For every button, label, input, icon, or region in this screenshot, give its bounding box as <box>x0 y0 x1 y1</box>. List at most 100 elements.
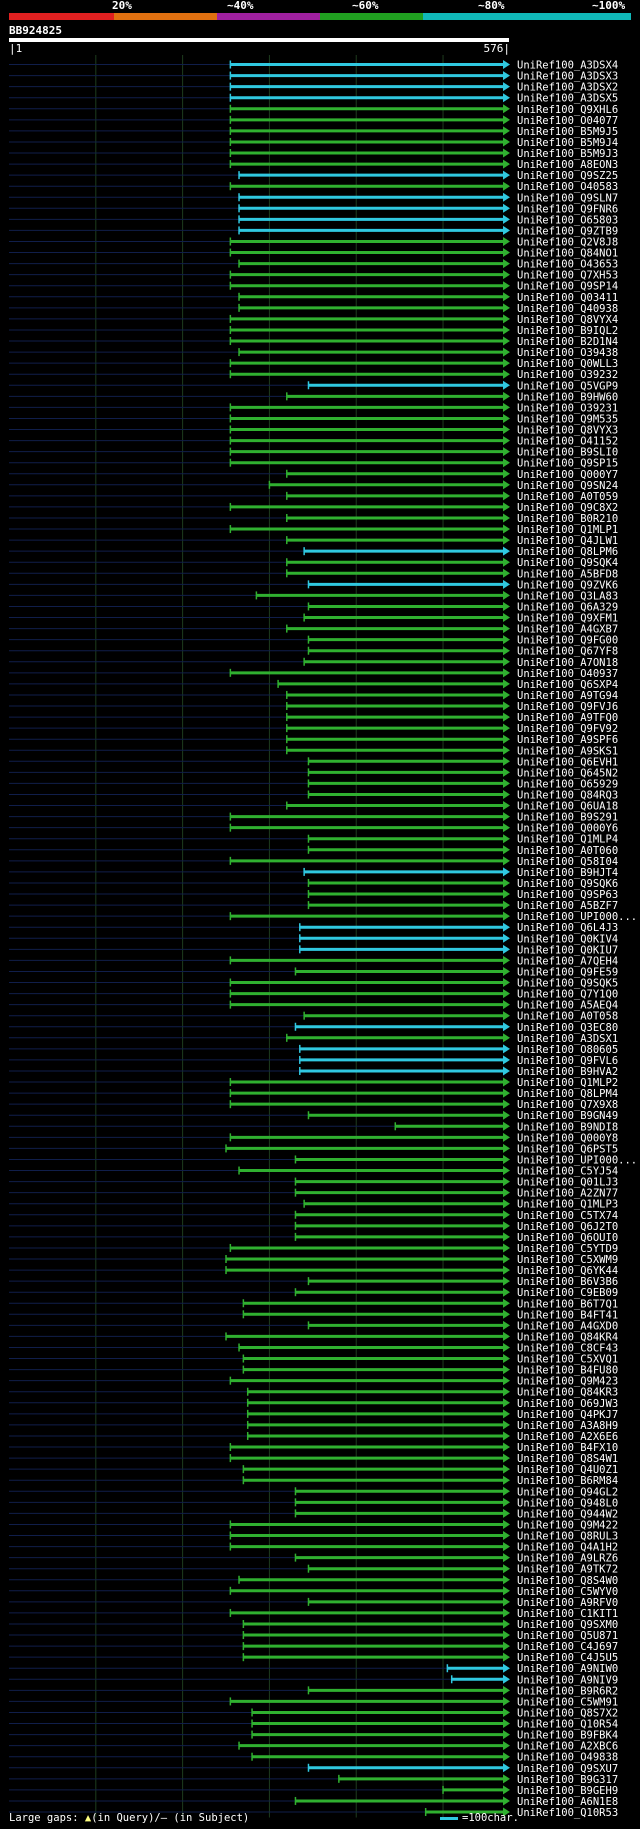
hit-label[interactable]: UniRef100_Q8VYX4 <box>517 314 618 326</box>
hit-label[interactable]: UniRef100_Q948L0 <box>517 1497 618 1509</box>
hit-label[interactable]: UniRef100_A3DSX4 <box>517 60 618 72</box>
hit-label[interactable]: UniRef100_B2D1N4 <box>517 336 618 348</box>
hit-label[interactable]: UniRef100_Q4A1H2 <box>517 1542 618 1554</box>
hit-label[interactable]: UniRef100_A5BZF7 <box>517 900 618 912</box>
hit-label[interactable]: UniRef100_Q6L4J3 <box>517 922 618 934</box>
hit-label[interactable]: UniRef100_A2X6E6 <box>517 1431 618 1443</box>
hit-label[interactable]: UniRef100_Q40938 <box>517 303 618 315</box>
hit-label[interactable]: UniRef100_Q6YK44 <box>517 1265 618 1277</box>
hit-label[interactable]: UniRef100_Q9XHL6 <box>517 104 618 116</box>
hit-label[interactable]: UniRef100_A3DSX3 <box>517 71 618 83</box>
hit-label[interactable]: UniRef100_O40937 <box>517 668 618 680</box>
hit-label[interactable]: UniRef100_C5YTD9 <box>517 1243 618 1255</box>
hit-label[interactable]: UniRef100_A6N1E8 <box>517 1796 618 1808</box>
hit-label[interactable]: UniRef100_Q9SQK6 <box>517 878 618 890</box>
hit-label[interactable]: UniRef100_Q9M423 <box>517 1376 618 1388</box>
hit-label[interactable]: UniRef100_Q000Y7 <box>517 469 618 481</box>
hit-label[interactable]: UniRef100_B9HJT4 <box>517 867 618 879</box>
hit-label[interactable]: UniRef100_Q7XH53 <box>517 270 618 282</box>
hit-label[interactable]: UniRef100_B0R210 <box>517 513 618 525</box>
hit-label[interactable]: UniRef100_Q9SXM0 <box>517 1619 618 1631</box>
hit-label[interactable]: UniRef100_Q4PKJ7 <box>517 1409 618 1421</box>
hit-label[interactable]: UniRef100_Q9FVJ6 <box>517 701 618 713</box>
hit-label[interactable]: UniRef100_Q9C8X2 <box>517 502 618 514</box>
hit-label[interactable]: UniRef100_Q6SXP4 <box>517 679 618 691</box>
hit-label[interactable]: UniRef100_Q10R54 <box>517 1719 618 1731</box>
hit-label[interactable]: UniRef100_Q9ZTB9 <box>517 225 618 237</box>
hit-label[interactable]: UniRef100_B9NDI8 <box>517 1121 618 1133</box>
hit-label[interactable]: UniRef100_B9FBK4 <box>517 1730 618 1742</box>
hit-label[interactable]: UniRef100_Q0KIU7 <box>517 944 618 956</box>
hit-label[interactable]: UniRef100_Q9SP14 <box>517 281 618 293</box>
hit-label[interactable]: UniRef100_C4J697 <box>517 1641 618 1653</box>
hit-label[interactable]: UniRef100_A0T060 <box>517 845 618 857</box>
hit-label[interactable]: UniRef100_Q000Y6 <box>517 823 618 835</box>
hit-label[interactable]: UniRef100_A7ON18 <box>517 657 618 669</box>
hit-label[interactable]: UniRef100_O49838 <box>517 1752 618 1764</box>
hit-label[interactable]: UniRef100_A9SPF6 <box>517 734 618 746</box>
hit-label[interactable]: UniRef100_B9G317 <box>517 1774 618 1786</box>
hit-label[interactable]: UniRef100_A9NIW0 <box>517 1663 618 1675</box>
hit-label[interactable]: UniRef100_Q58I04 <box>517 856 618 868</box>
hit-label[interactable]: UniRef100_Q84NO1 <box>517 248 618 260</box>
hit-label[interactable]: UniRef100_C8CF43 <box>517 1342 618 1354</box>
hit-label[interactable]: UniRef100_B4FT41 <box>517 1309 618 1321</box>
hit-label[interactable]: UniRef100_Q5VGP9 <box>517 380 618 392</box>
hit-label[interactable]: UniRef100_A9TG94 <box>517 690 618 702</box>
hit-label[interactable]: UniRef100_C5XVQ1 <box>517 1354 618 1366</box>
hit-label[interactable]: UniRef100_A9RFV0 <box>517 1597 618 1609</box>
hit-label[interactable]: UniRef100_Q6UA18 <box>517 801 618 813</box>
hit-label[interactable]: UniRef100_Q1MLP4 <box>517 834 618 846</box>
hit-label[interactable]: UniRef100_Q5U871 <box>517 1630 618 1642</box>
hit-label[interactable]: UniRef100_Q7Y1Q0 <box>517 989 618 1001</box>
hit-label[interactable]: UniRef100_O39232 <box>517 369 618 381</box>
hit-label[interactable]: UniRef100_B6T7Q1 <box>517 1298 618 1310</box>
hit-label[interactable]: UniRef100_UPI000... <box>517 911 637 923</box>
hit-label[interactable]: UniRef100_C5WYV0 <box>517 1586 618 1598</box>
hit-label[interactable]: UniRef100_Q9ZVK6 <box>517 579 618 591</box>
hit-label[interactable]: UniRef100_A9TK72 <box>517 1564 618 1576</box>
hit-label[interactable]: UniRef100_B5M9J5 <box>517 126 618 138</box>
hit-label[interactable]: UniRef100_Q1MLP1 <box>517 524 618 536</box>
hit-label[interactable]: UniRef100_B9S291 <box>517 812 618 824</box>
hit-label[interactable]: UniRef100_O41152 <box>517 436 618 448</box>
hit-label[interactable]: UniRef100_Q03411 <box>517 292 618 304</box>
hit-label[interactable]: UniRef100_A3DSX5 <box>517 93 618 105</box>
hit-label[interactable]: UniRef100_O65803 <box>517 214 618 226</box>
hit-label[interactable]: UniRef100_A9SKS1 <box>517 745 618 757</box>
hit-label[interactable]: UniRef100_A5BFD8 <box>517 568 618 580</box>
hit-label[interactable]: UniRef100_B5M9J4 <box>517 137 618 149</box>
hit-label[interactable]: UniRef100_Q8RUL3 <box>517 1531 618 1543</box>
hit-label[interactable]: UniRef100_O43653 <box>517 259 618 271</box>
hit-label[interactable]: UniRef100_Q645N2 <box>517 767 618 779</box>
hit-label[interactable]: UniRef100_Q10R53 <box>517 1807 618 1819</box>
hit-label[interactable]: UniRef100_Q944W2 <box>517 1508 618 1520</box>
hit-label[interactable]: UniRef100_Q9M422 <box>517 1519 618 1531</box>
hit-label[interactable]: UniRef100_Q9SLN7 <box>517 192 618 204</box>
hit-label[interactable]: UniRef100_B5M9J3 <box>517 148 618 160</box>
hit-label[interactable]: UniRef100_C5XWM9 <box>517 1254 618 1266</box>
hit-label[interactable]: UniRef100_O39231 <box>517 402 618 414</box>
hit-label[interactable]: UniRef100_Q9SP63 <box>517 889 618 901</box>
hit-label[interactable]: UniRef100_B9IQL2 <box>517 325 618 337</box>
hit-label[interactable]: UniRef100_Q8S7X2 <box>517 1707 618 1719</box>
hit-label[interactable]: UniRef100_Q9FVL6 <box>517 1055 618 1067</box>
hit-label[interactable]: UniRef100_Q9SP15 <box>517 458 618 470</box>
hit-label[interactable]: UniRef100_Q4U0Z1 <box>517 1464 618 1476</box>
hit-label[interactable]: UniRef100_Q9FG00 <box>517 635 618 647</box>
hit-label[interactable]: UniRef100_B6RM84 <box>517 1475 618 1487</box>
hit-label[interactable]: UniRef100_Q9SXU7 <box>517 1763 618 1775</box>
hit-label[interactable]: UniRef100_UPI000... <box>517 1154 637 1166</box>
hit-label[interactable]: UniRef100_Q8S4W0 <box>517 1575 618 1587</box>
hit-label[interactable]: UniRef100_A7QEH4 <box>517 955 618 967</box>
hit-label[interactable]: UniRef100_Q1MLP3 <box>517 1199 618 1211</box>
hit-label[interactable]: UniRef100_O65929 <box>517 778 618 790</box>
hit-label[interactable]: UniRef100_Q9SN24 <box>517 480 618 492</box>
hit-label[interactable]: UniRef100_Q2V8J8 <box>517 236 618 248</box>
hit-label[interactable]: UniRef100_Q6EVH1 <box>517 756 618 768</box>
hit-label[interactable]: UniRef100_Q000Y8 <box>517 1132 618 1144</box>
hit-label[interactable]: UniRef100_C5WM91 <box>517 1696 618 1708</box>
hit-label[interactable]: UniRef100_Q9SQK5 <box>517 978 618 990</box>
hit-label[interactable]: UniRef100_Q3LA83 <box>517 590 618 602</box>
hit-label[interactable]: UniRef100_A4GXB7 <box>517 624 618 636</box>
